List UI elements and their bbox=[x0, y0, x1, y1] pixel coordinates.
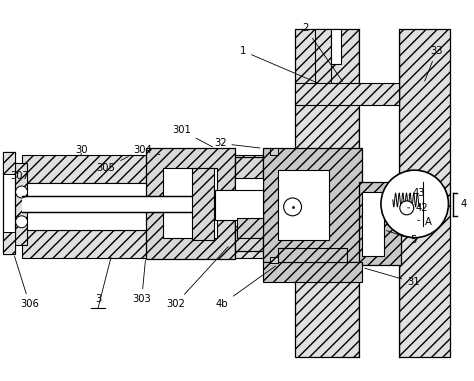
Text: 33: 33 bbox=[425, 46, 443, 81]
Text: 32: 32 bbox=[214, 138, 260, 148]
Bar bbox=[362, 192, 384, 256]
Bar bbox=[331, 29, 341, 64]
Text: 3: 3 bbox=[95, 294, 101, 304]
Bar bbox=[278, 248, 347, 263]
Text: 5: 5 bbox=[387, 231, 417, 245]
Bar bbox=[192, 168, 214, 240]
Text: 2: 2 bbox=[302, 23, 343, 82]
Circle shape bbox=[16, 186, 27, 198]
Circle shape bbox=[400, 201, 414, 215]
Bar bbox=[146, 148, 235, 259]
Text: 303: 303 bbox=[132, 260, 151, 304]
Text: 304: 304 bbox=[133, 145, 160, 155]
Bar bbox=[263, 148, 362, 263]
Circle shape bbox=[381, 170, 448, 238]
Text: 301: 301 bbox=[172, 125, 213, 147]
Text: A: A bbox=[418, 217, 432, 227]
Text: 31: 31 bbox=[365, 268, 420, 287]
Bar bbox=[235, 157, 263, 251]
Bar bbox=[22, 196, 263, 212]
Text: 42: 42 bbox=[408, 203, 428, 213]
Bar bbox=[315, 29, 331, 84]
Bar bbox=[3, 152, 15, 174]
Circle shape bbox=[16, 216, 27, 228]
Bar bbox=[9, 163, 27, 245]
Bar bbox=[22, 183, 300, 230]
Bar bbox=[278, 170, 329, 240]
Bar bbox=[294, 29, 359, 357]
Text: 305: 305 bbox=[97, 157, 128, 173]
Bar bbox=[270, 256, 278, 264]
Text: 4: 4 bbox=[460, 199, 466, 209]
Text: 306: 306 bbox=[15, 256, 39, 309]
Text: 30: 30 bbox=[75, 145, 87, 155]
Bar bbox=[215, 190, 263, 220]
Text: 43: 43 bbox=[409, 188, 425, 198]
Bar bbox=[3, 232, 15, 253]
Bar bbox=[359, 182, 401, 266]
Bar bbox=[263, 263, 362, 282]
Bar bbox=[3, 152, 15, 253]
Text: 4b: 4b bbox=[216, 266, 275, 309]
Bar bbox=[163, 168, 217, 238]
Bar bbox=[270, 148, 278, 155]
Bar bbox=[235, 178, 263, 226]
Bar bbox=[399, 29, 450, 357]
Bar bbox=[22, 155, 300, 183]
Circle shape bbox=[283, 198, 301, 216]
Text: 307: 307 bbox=[10, 171, 29, 181]
Bar bbox=[237, 218, 263, 238]
Text: 302: 302 bbox=[166, 247, 228, 309]
Text: 1: 1 bbox=[240, 46, 317, 83]
Bar bbox=[22, 230, 300, 258]
Bar bbox=[359, 29, 399, 357]
Bar bbox=[294, 83, 399, 105]
